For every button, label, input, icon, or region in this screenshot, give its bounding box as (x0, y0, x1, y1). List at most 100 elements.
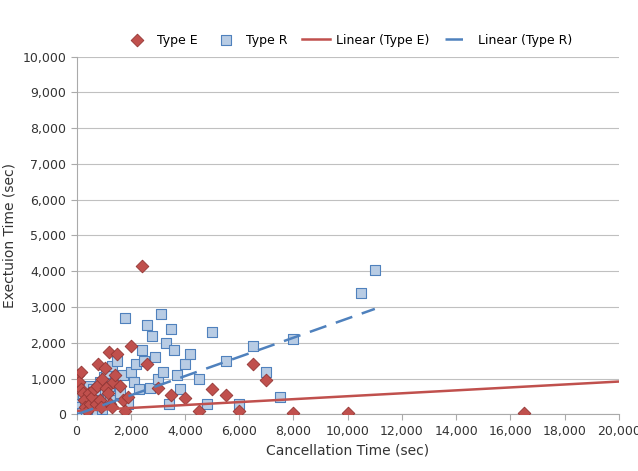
Type E (101, 384, 112, 391)
Type R (96, 398, 106, 406)
Type E (80, 404, 91, 411)
Type E (126, 343, 136, 350)
Type E (167, 391, 177, 398)
Type E (193, 407, 204, 414)
Type R (145, 384, 155, 391)
Type R (175, 386, 185, 393)
Type E (343, 409, 353, 416)
Type R (207, 328, 217, 336)
Type R (98, 373, 108, 381)
Type R (74, 407, 84, 414)
Type R (262, 368, 272, 375)
Type E (77, 386, 87, 393)
Type E (84, 389, 94, 397)
Type E (82, 407, 92, 414)
Type R (150, 353, 160, 361)
Type R (110, 377, 120, 384)
Type R (93, 397, 103, 404)
Type R (77, 409, 87, 416)
Type E (96, 404, 106, 411)
Type E (107, 404, 117, 411)
Type R (128, 379, 138, 386)
Type R (248, 343, 258, 350)
Type E (248, 361, 258, 368)
Type R (185, 350, 195, 357)
Type R (85, 393, 95, 400)
Y-axis label: Exectuion Time (sec): Exectuion Time (sec) (3, 163, 17, 308)
Type E (97, 375, 107, 382)
Type R (137, 346, 147, 354)
Type R (288, 335, 299, 343)
Linear (Type R) (371, 306, 378, 312)
Type R (234, 400, 244, 407)
Type R (167, 325, 177, 333)
Type E (87, 393, 98, 400)
Type R (142, 321, 152, 329)
Type E (79, 397, 89, 404)
Type R (101, 370, 112, 377)
Type R (120, 314, 131, 322)
Type E (91, 400, 101, 407)
Type E (115, 382, 125, 390)
Type R (112, 357, 122, 365)
Type R (156, 310, 166, 318)
Type R (117, 371, 128, 379)
Type E (108, 379, 118, 386)
Type E (519, 409, 529, 416)
Type R (78, 389, 89, 397)
Type R (202, 400, 212, 407)
Type R (97, 406, 107, 413)
Type R (75, 404, 85, 411)
Type E (85, 400, 95, 407)
Type E (92, 382, 102, 390)
Type E (104, 348, 114, 356)
Type E (100, 364, 110, 372)
Type R (103, 393, 113, 400)
Type E (117, 397, 128, 404)
Type E (142, 361, 152, 368)
Type R (82, 397, 93, 404)
Type R (86, 404, 96, 411)
Type E (78, 389, 89, 397)
Type E (234, 407, 244, 414)
Type R (123, 400, 133, 407)
Type E (180, 395, 190, 402)
Type R (100, 386, 110, 393)
Type R (104, 382, 114, 390)
Type R (356, 289, 366, 297)
Type R (180, 361, 190, 368)
Type E (93, 361, 103, 368)
Type E (73, 371, 83, 379)
Type R (158, 368, 168, 375)
Type R (107, 362, 117, 370)
Type E (137, 262, 147, 270)
Type R (193, 375, 204, 382)
Type E (221, 391, 231, 398)
Type R (221, 357, 231, 365)
Type R (169, 346, 179, 354)
Type R (92, 407, 102, 414)
Type R (91, 389, 101, 397)
Type E (112, 350, 122, 357)
Type E (94, 397, 105, 404)
Line: Linear (Type R): Linear (Type R) (77, 309, 375, 414)
Type R (105, 397, 115, 404)
Type R (134, 386, 144, 393)
X-axis label: Cancellation Time (sec): Cancellation Time (sec) (266, 444, 429, 457)
Type R (147, 332, 158, 340)
Type R (369, 266, 380, 273)
Type R (80, 400, 90, 407)
Legend: Type E, Type R, Linear (Type E), Linear (Type R): Type E, Type R, Linear (Type E), Linear … (123, 34, 572, 47)
Type R (84, 382, 94, 390)
Type R (115, 389, 125, 397)
Linear (Type R) (73, 412, 80, 417)
Type E (110, 371, 120, 379)
Type E (123, 393, 133, 400)
Type E (103, 389, 113, 397)
Type E (288, 409, 299, 416)
Type R (88, 386, 98, 393)
Type R (275, 393, 285, 400)
Type E (262, 377, 272, 384)
Type E (105, 400, 115, 407)
Type R (153, 375, 163, 382)
